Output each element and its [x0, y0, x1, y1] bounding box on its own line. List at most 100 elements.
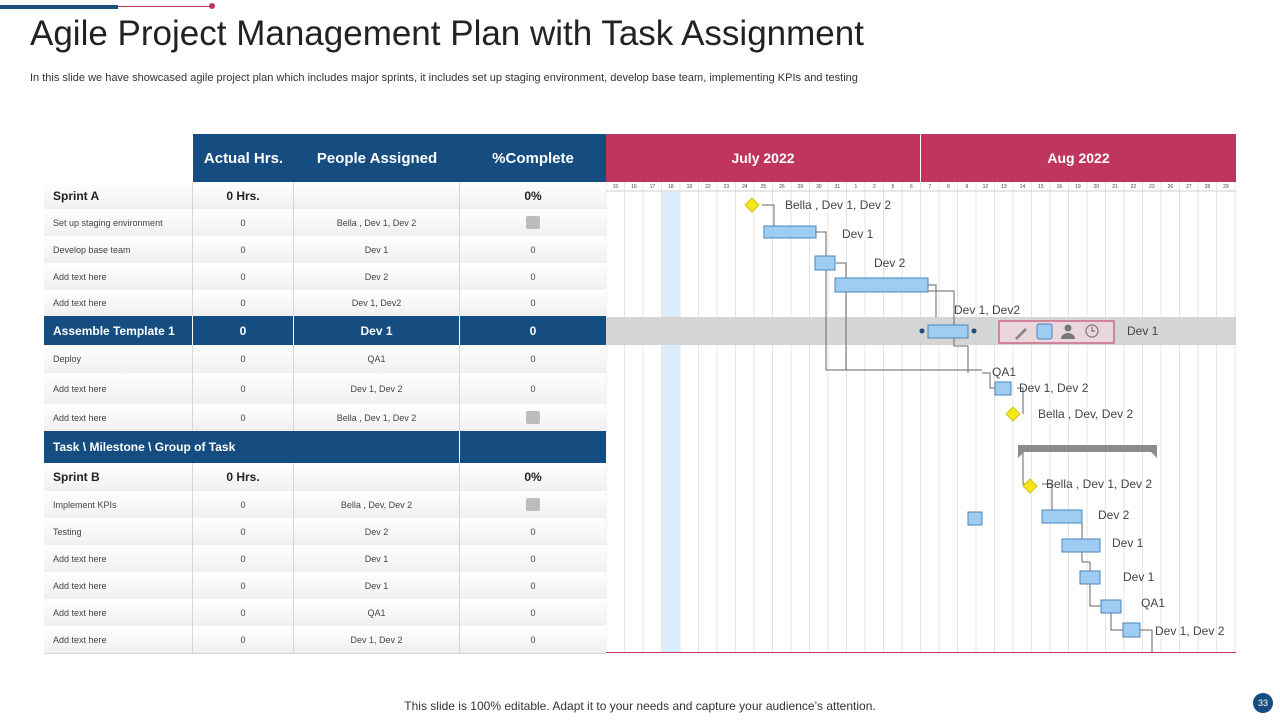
- pencil-icon: [1015, 328, 1027, 340]
- complete-cell: 0: [530, 607, 536, 618]
- task-bar: [834, 277, 929, 293]
- dependency-connector: [982, 372, 996, 389]
- task-bar: [1122, 622, 1141, 638]
- clock-icon: [1091, 327, 1095, 332]
- actual-hrs-cell: 0: [193, 599, 294, 626]
- table-row[interactable]: Implement KPIs 0 Bella , Dev, Dev 2: [44, 491, 606, 519]
- gantt-chart: July 2022 Aug 2022 15 16 17 18 19 22 23 24 25 26 2…: [606, 134, 1236, 653]
- header-actual-hrs: Actual Hrs.: [193, 134, 294, 182]
- resource-label: Dev 2: [1098, 508, 1130, 522]
- task-name-cell: Add text here: [44, 373, 193, 404]
- resource-label: Dev 1: [1127, 324, 1159, 338]
- dependency-connector: [928, 290, 969, 373]
- day-tick-label: 9: [965, 184, 969, 190]
- milestone-marker-icon: [526, 498, 540, 511]
- task-name-cell: Add text here: [44, 545, 193, 572]
- resource-label: QA1: [1141, 596, 1165, 610]
- day-tick-label: 16: [631, 184, 637, 190]
- resource-label: Dev 2: [874, 256, 906, 270]
- milestone-diamond: [1005, 406, 1021, 422]
- groupheader-row[interactable]: Task \ Milestone \ Group of Task: [44, 431, 606, 464]
- task-name-cell: Add text here: [44, 263, 193, 290]
- milestone-marker-icon: [526, 216, 540, 229]
- resource-label: Dev 1, Dev 2: [1019, 381, 1089, 395]
- task-bar: [967, 511, 983, 526]
- milestone-diamond: [744, 197, 760, 213]
- complete-cell: 0: [529, 323, 537, 338]
- resize-handle-left: [919, 328, 925, 334]
- day-tick-label: 2: [872, 184, 876, 190]
- people-assigned-cell: Dev 1, Dev 2: [294, 626, 460, 653]
- resource-label: Bella , Dev 1, Dev 2: [785, 198, 891, 212]
- day-tick-label: 28: [1204, 184, 1211, 190]
- task-name-cell: Set up staging environment: [44, 209, 193, 236]
- dependency-connector: [1110, 606, 1126, 631]
- day-tick-label: 5: [891, 184, 895, 190]
- today-column: [661, 192, 680, 653]
- people-assigned-cell: Dev 1: [294, 572, 460, 599]
- page-subtitle: In this slide we have showcased agile pr…: [30, 72, 858, 84]
- task-bar: [1041, 509, 1083, 524]
- day-tick-label: 23: [1149, 184, 1155, 190]
- day-tick-label: 8: [946, 184, 950, 190]
- day-tick-label: 26: [779, 184, 785, 190]
- people-assigned-cell: Bella , Dev 1, Dev 2: [294, 404, 460, 431]
- day-tick-label: 17: [649, 184, 656, 190]
- header-complete: %Complete: [460, 134, 606, 182]
- complete-cell: 0: [530, 271, 536, 282]
- table-row[interactable]: Deploy 0 QA1 0: [44, 345, 606, 374]
- day-tick-label: 1: [854, 184, 858, 190]
- people-assigned-cell: [294, 182, 460, 209]
- clock-icon: [1085, 324, 1099, 338]
- day-tick-label: 12: [982, 184, 989, 190]
- complete-cell: 0%: [524, 470, 542, 484]
- table-row[interactable]: Add text here 0 QA1 0: [44, 599, 606, 627]
- actual-hrs-cell: 0: [193, 491, 294, 518]
- people-assigned-cell: QA1: [294, 345, 460, 373]
- milestone-marker-icon: [526, 411, 540, 424]
- task-name-cell: Add text here: [44, 599, 193, 626]
- task-bar: [1100, 599, 1122, 614]
- task-name-cell: Add text here: [44, 572, 193, 599]
- group-header-blank: [460, 431, 606, 463]
- complete-cell: 0: [530, 298, 536, 308]
- task-name-cell: Develop base team: [44, 236, 193, 263]
- complete-cell: 0: [530, 580, 536, 591]
- day-tick-label: 19: [686, 184, 693, 190]
- day-tick-label: 25: [760, 184, 767, 190]
- task-bar: [1079, 570, 1101, 585]
- summary-bar-cap: [1018, 452, 1157, 458]
- actual-hrs-cell: 0: [193, 404, 294, 431]
- day-tick-label: 24: [742, 184, 748, 190]
- table-row[interactable]: Set up staging environment 0 Bella , Dev 1…: [44, 209, 606, 237]
- dependency-connector: [928, 284, 937, 317]
- table-row[interactable]: Add text here 0 Dev 1, Dev2 0: [44, 290, 606, 317]
- complete-cell: 0: [530, 634, 536, 645]
- day-tick-label: 21: [1112, 184, 1118, 190]
- day-tick-label: 18: [668, 184, 674, 190]
- person-icon: [1064, 324, 1072, 332]
- table-row[interactable]: Add text here 0 Bella , Dev 1, Dev 2: [44, 404, 606, 432]
- task-bar: [814, 255, 836, 271]
- person-icon: [1061, 333, 1075, 339]
- people-assigned-cell: Dev 1, Dev 2: [294, 373, 460, 404]
- actual-hrs-cell: 0: [193, 345, 294, 373]
- floating-toolbar: [998, 320, 1115, 344]
- task-bar: [994, 381, 1012, 396]
- complete-cell: [460, 404, 606, 431]
- people-assigned-cell: Dev 2: [294, 263, 460, 290]
- task-name-cell: Add text here: [44, 290, 193, 316]
- resource-label: Dev 1: [842, 227, 874, 241]
- task-bar: [1061, 538, 1101, 553]
- task-name-cell: Testing: [44, 518, 193, 545]
